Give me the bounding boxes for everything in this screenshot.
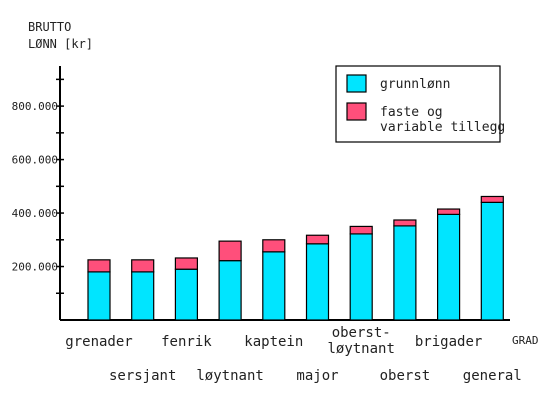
y-tick-label: 400.000 [12,207,58,220]
bar-segment-tillegg [131,259,155,273]
x-category-label: fenrik [161,334,212,350]
y-axis-title: BRUTTO LØNN [kr] [28,20,93,51]
bar-segment-tillegg [262,239,286,253]
bar-segment-tillegg [480,195,504,203]
x-axis-title: GRAD [512,334,539,347]
bars [87,195,504,321]
x-category-label: løytnant [327,341,394,357]
x-category-label: løytnant [196,368,263,384]
x-category-label: oberst- [332,325,391,341]
bar-segment-tillegg [218,240,242,262]
x-category-label: oberst [380,368,431,384]
legend-swatch [346,102,367,121]
x-category-label: grenader [65,334,132,350]
x-category-label: general [463,368,522,384]
legend-label: variable tillegg [380,120,505,135]
bar-segment-tillegg [393,219,417,227]
bar-segment-grunnlonn [262,251,286,321]
bar-segment-grunnlonn [393,225,417,321]
x-category-label: sersjant [109,368,176,384]
legend-label: faste og [380,105,443,120]
y-axis-ticks: 200.000 400.000 600.000 800.000 [12,78,64,295]
bar-segment-grunnlonn [87,271,111,321]
y-axis-title-line-2: LØNN [kr] [28,37,93,51]
bar-segment-tillegg [349,225,373,235]
x-category-label: major [296,368,338,384]
bar-segment-grunnlonn [174,268,198,321]
bar-segment-grunnlonn [349,233,373,321]
y-tick-label: 600.000 [12,154,58,167]
bar-segment-grunnlonn [305,243,330,321]
bar-segment-grunnlonn [131,271,155,321]
y-axis-title-line-1: BRUTTO [28,20,71,34]
x-axis-category-labels: grenader sersjant fenrik løytnant kaptein maj… [65,325,522,384]
bar-segment-grunnlonn [218,260,242,321]
bar-segment-tillegg [305,234,330,245]
bar-segment-tillegg [87,259,111,273]
y-tick-label: 200.000 [12,261,58,274]
legend-label: grunnlønn [380,77,450,92]
x-category-label: kaptein [244,334,303,350]
bar-segment-tillegg [437,208,461,215]
x-category-label: brigader [415,334,482,350]
bar-segment-tillegg [174,257,198,270]
legend-swatch [346,74,367,93]
bar-segment-grunnlonn [437,213,461,321]
y-tick-label: 800.000 [12,100,58,113]
bar-segment-grunnlonn [480,201,504,321]
